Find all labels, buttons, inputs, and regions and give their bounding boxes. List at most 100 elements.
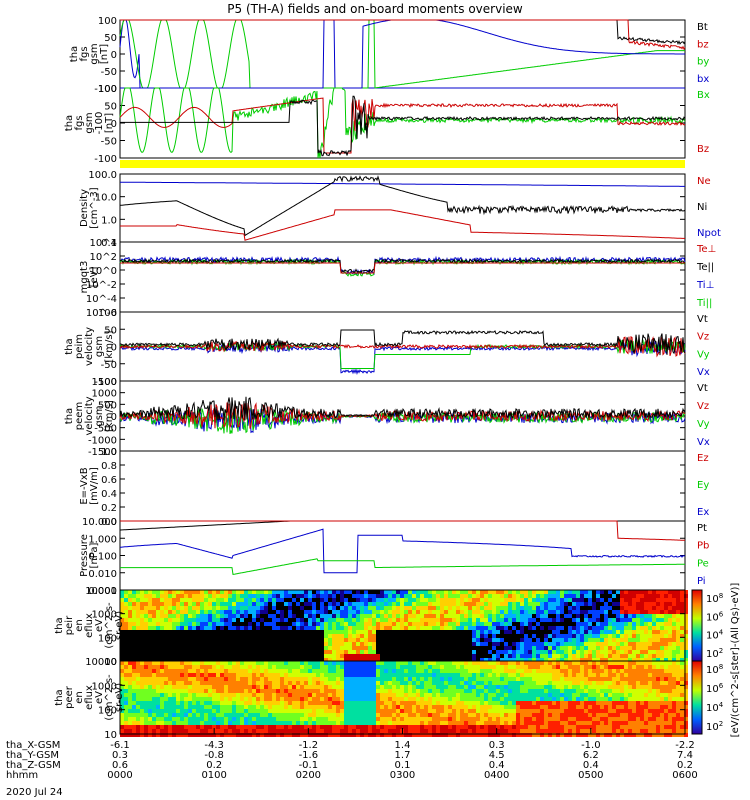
spectrogram-cell xyxy=(436,717,440,721)
spectrogram-cell xyxy=(312,594,316,598)
spectrogram-cell xyxy=(436,689,440,693)
spectrogram-cell xyxy=(356,701,360,705)
spectrogram-cell xyxy=(452,642,456,646)
spectrogram-cell xyxy=(464,610,468,614)
y-tick-label: 0.1 xyxy=(101,238,117,249)
spectrogram-cell xyxy=(208,697,212,701)
spectrogram-cell xyxy=(256,721,260,725)
spectrogram-cell xyxy=(376,598,380,602)
spectrogram-cell xyxy=(144,697,148,701)
spectrogram-cell xyxy=(308,697,312,701)
spectrogram-cell xyxy=(304,685,308,689)
spectrogram-cell xyxy=(296,650,300,654)
spectrogram-cell xyxy=(496,626,500,630)
spectrogram-cell xyxy=(260,665,264,669)
spectrogram-cell xyxy=(188,725,192,729)
spectrogram-cell xyxy=(460,654,464,658)
spectrogram-cell xyxy=(168,721,172,725)
spectrogram-cell xyxy=(228,654,232,658)
spectrogram-cell xyxy=(364,713,368,717)
spectrogram-cell xyxy=(288,614,292,618)
spectrogram-cell xyxy=(572,606,576,610)
spectrogram-cell xyxy=(472,614,476,618)
spectrogram-cell xyxy=(432,709,436,713)
spectrogram-cell xyxy=(380,606,384,610)
spectrogram-cell xyxy=(360,594,364,598)
spectrogram-cell xyxy=(316,622,320,626)
spectrogram-cell xyxy=(148,697,152,701)
spectrogram-cell xyxy=(404,693,408,697)
spectrogram-cell xyxy=(260,725,264,729)
spectrogram-cell xyxy=(544,721,548,725)
spectrogram-cell xyxy=(364,709,368,713)
spectrogram-cell xyxy=(160,685,164,689)
spectrogram-cell xyxy=(352,602,356,606)
spectrogram-cell xyxy=(156,689,160,693)
spectrogram-cell xyxy=(648,606,652,610)
spectrogram-cell xyxy=(396,634,400,638)
spectrogram-cell xyxy=(528,717,532,721)
spectrogram-cell xyxy=(396,701,400,705)
spectrogram-cell xyxy=(568,658,572,662)
spectrogram-cell xyxy=(248,661,252,665)
spectrogram-cell xyxy=(344,721,348,725)
spectrogram-cell xyxy=(520,658,524,662)
spectrogram-cell xyxy=(204,598,208,602)
spectrogram-cell xyxy=(572,733,576,737)
spectrogram-cell xyxy=(192,705,196,709)
spectrogram-cell xyxy=(152,658,156,662)
spectrogram-cell xyxy=(420,602,424,606)
spectrogram-cell xyxy=(172,669,176,673)
spectrogram-cell xyxy=(464,626,468,630)
spectrogram-cell xyxy=(204,642,208,646)
spectrogram-cell xyxy=(588,638,592,642)
spectrogram-cell xyxy=(140,689,144,693)
spectrogram-cell xyxy=(244,705,248,709)
spectrogram-cell xyxy=(208,594,212,598)
spectrogram-cell xyxy=(304,590,308,594)
spectrogram-cell xyxy=(564,733,568,737)
spectrogram-cell xyxy=(564,713,568,717)
spectrogram-cell xyxy=(480,661,484,665)
spectrogram-cell xyxy=(552,594,556,598)
spectrogram-cell xyxy=(276,634,280,638)
spectrogram-cell xyxy=(296,610,300,614)
spectrogram-cell xyxy=(164,646,168,650)
spectrogram-cell xyxy=(600,638,604,642)
spectrogram-cell xyxy=(496,630,500,634)
spectrogram-cell xyxy=(292,665,296,669)
y-axis-label: fgs xyxy=(74,115,85,130)
spectrogram-cell xyxy=(188,618,192,622)
spectrogram-cell xyxy=(284,634,288,638)
spectrogram-cell xyxy=(452,689,456,693)
spectrogram-cell xyxy=(656,610,660,614)
spectrogram-cell xyxy=(284,650,288,654)
spectrogram-cell xyxy=(316,618,320,622)
spectrogram-cell xyxy=(532,729,536,733)
spectrogram-cell xyxy=(552,693,556,697)
spectrogram-cell xyxy=(576,638,580,642)
spectrogram-cell xyxy=(200,650,204,654)
spectrogram-cell xyxy=(368,642,372,646)
spectrogram-cell xyxy=(336,590,340,594)
spectrogram-cell xyxy=(332,610,336,614)
spectrogram-cell xyxy=(436,701,440,705)
spectrogram-cell xyxy=(184,606,188,610)
spectrogram-cell xyxy=(348,642,352,646)
spectrogram-cell xyxy=(252,717,256,721)
spectrogram-cell xyxy=(296,658,300,662)
spectrogram-cell xyxy=(356,610,360,614)
spectrogram-cell xyxy=(152,610,156,614)
spectrogram-cell xyxy=(184,622,188,626)
spectrogram-cell xyxy=(324,697,328,701)
spectrogram-cell xyxy=(212,626,216,630)
spectrogram-cell xyxy=(556,602,560,606)
spectrogram-cell xyxy=(316,721,320,725)
spectrogram-cell xyxy=(396,697,400,701)
spectrogram-cell xyxy=(384,610,388,614)
spectrogram-cell xyxy=(236,622,240,626)
spectrogram-cell xyxy=(232,634,236,638)
spectrogram-cell xyxy=(416,646,420,650)
spectrogram-cell xyxy=(512,610,516,614)
spectrogram-cell xyxy=(472,634,476,638)
